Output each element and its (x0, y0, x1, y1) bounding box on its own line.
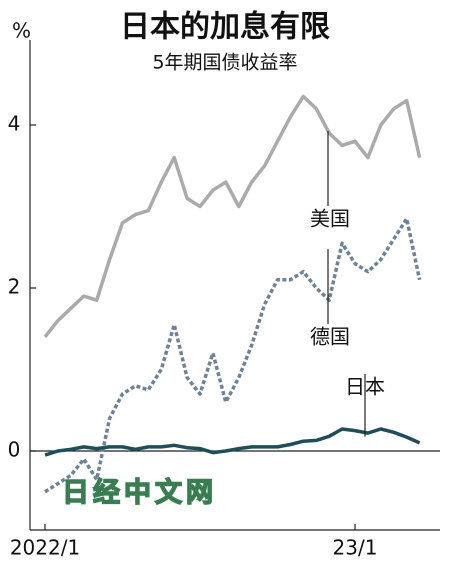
chart-title: 日本的加息有限 (120, 10, 330, 45)
series-label: 美国 (310, 207, 350, 231)
y-tick-label: 2 (8, 275, 21, 299)
chart-subtitle: 5年期国债收益率 (152, 52, 297, 74)
y-unit: % (12, 19, 31, 43)
y-tick-label: 0 (8, 438, 21, 462)
series-label: 德国 (310, 325, 350, 349)
series-line (43, 94, 422, 338)
series-label: 日本 (345, 375, 385, 399)
series-line (44, 427, 421, 457)
y-tick-label: 4 (8, 112, 21, 136)
x-tick-label: 2022/1 (10, 536, 80, 560)
x-tick-label: 23/1 (333, 536, 378, 560)
watermark: 日经中文网 (62, 477, 217, 509)
series-line (44, 216, 422, 494)
